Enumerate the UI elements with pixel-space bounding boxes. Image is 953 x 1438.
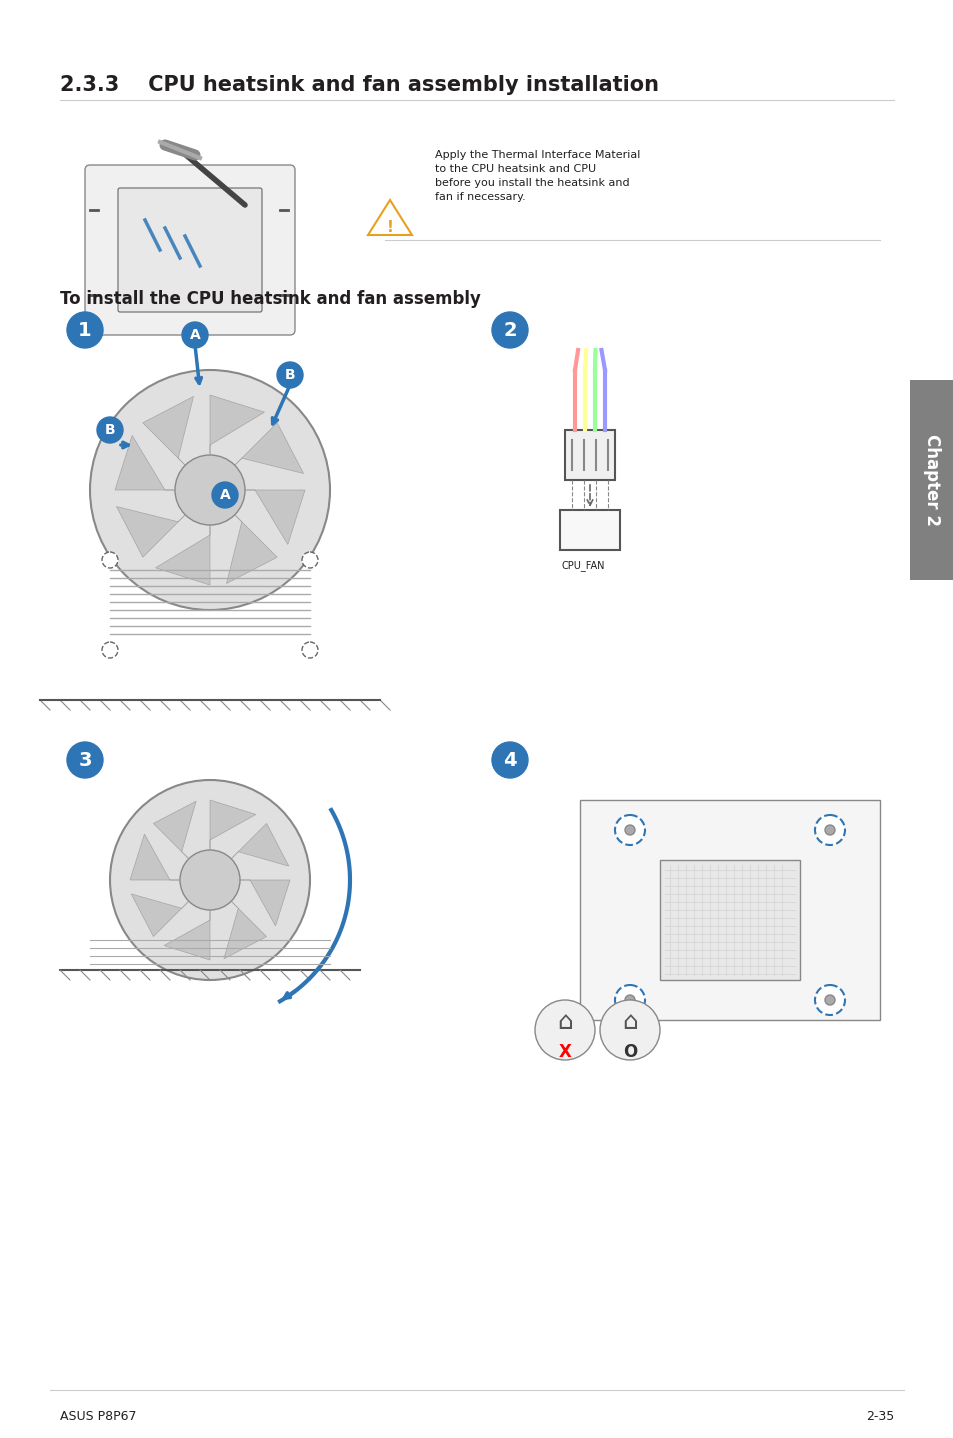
Polygon shape <box>226 515 277 584</box>
Polygon shape <box>210 395 264 454</box>
Polygon shape <box>164 910 210 961</box>
Polygon shape <box>116 506 185 557</box>
Text: 1: 1 <box>78 321 91 339</box>
Circle shape <box>174 454 245 525</box>
Text: 2.3.3    CPU heatsink and fan assembly installation: 2.3.3 CPU heatsink and fan assembly inst… <box>60 75 659 95</box>
FancyBboxPatch shape <box>559 510 619 549</box>
Circle shape <box>180 850 240 910</box>
Polygon shape <box>143 397 193 466</box>
Circle shape <box>492 312 527 348</box>
Circle shape <box>824 825 834 835</box>
Text: Apply the Thermal Interface Material
to the CPU heatsink and CPU
before you inst: Apply the Thermal Interface Material to … <box>435 150 639 201</box>
Circle shape <box>110 779 310 981</box>
Text: Chapter 2: Chapter 2 <box>923 434 940 526</box>
Circle shape <box>102 641 118 659</box>
Polygon shape <box>153 801 196 858</box>
Text: ⌂: ⌂ <box>557 1009 573 1034</box>
Circle shape <box>67 312 103 348</box>
Circle shape <box>302 641 317 659</box>
Text: B: B <box>105 423 115 437</box>
Text: To install the CPU heatsink and fan assembly: To install the CPU heatsink and fan asse… <box>60 290 480 308</box>
FancyBboxPatch shape <box>659 860 800 981</box>
Text: B: B <box>284 368 295 383</box>
Circle shape <box>615 985 644 1015</box>
Circle shape <box>90 370 330 610</box>
Text: A: A <box>190 328 200 342</box>
Polygon shape <box>130 834 180 880</box>
Circle shape <box>624 825 635 835</box>
Circle shape <box>624 995 635 1005</box>
Circle shape <box>212 482 237 508</box>
Text: 2-35: 2-35 <box>864 1411 893 1424</box>
Polygon shape <box>240 880 290 926</box>
FancyBboxPatch shape <box>118 188 262 312</box>
Circle shape <box>302 552 317 568</box>
Text: !: ! <box>386 220 393 234</box>
Text: X: X <box>558 1043 571 1061</box>
Text: 2: 2 <box>502 321 517 339</box>
Polygon shape <box>115 436 174 490</box>
Circle shape <box>615 815 644 846</box>
Polygon shape <box>155 525 210 585</box>
Text: A: A <box>219 487 230 502</box>
Circle shape <box>814 815 844 846</box>
FancyBboxPatch shape <box>564 430 615 480</box>
Circle shape <box>102 552 118 568</box>
Circle shape <box>599 999 659 1060</box>
Circle shape <box>492 742 527 778</box>
Text: 3: 3 <box>78 751 91 769</box>
Text: O: O <box>622 1043 637 1061</box>
Circle shape <box>97 417 123 443</box>
FancyBboxPatch shape <box>909 380 953 580</box>
Polygon shape <box>245 490 305 545</box>
Text: 4: 4 <box>502 751 517 769</box>
Circle shape <box>824 995 834 1005</box>
Text: ⌂: ⌂ <box>621 1009 638 1034</box>
Polygon shape <box>210 800 255 850</box>
Polygon shape <box>234 423 303 473</box>
Circle shape <box>535 999 595 1060</box>
Circle shape <box>67 742 103 778</box>
Text: ASUS P8P67: ASUS P8P67 <box>60 1411 136 1424</box>
FancyBboxPatch shape <box>85 165 294 335</box>
FancyBboxPatch shape <box>579 800 879 1020</box>
Polygon shape <box>224 902 266 959</box>
Circle shape <box>814 985 844 1015</box>
Polygon shape <box>132 894 189 936</box>
Text: CPU_FAN: CPU_FAN <box>561 559 605 571</box>
Circle shape <box>182 322 208 348</box>
Polygon shape <box>231 824 289 866</box>
Circle shape <box>276 362 303 388</box>
